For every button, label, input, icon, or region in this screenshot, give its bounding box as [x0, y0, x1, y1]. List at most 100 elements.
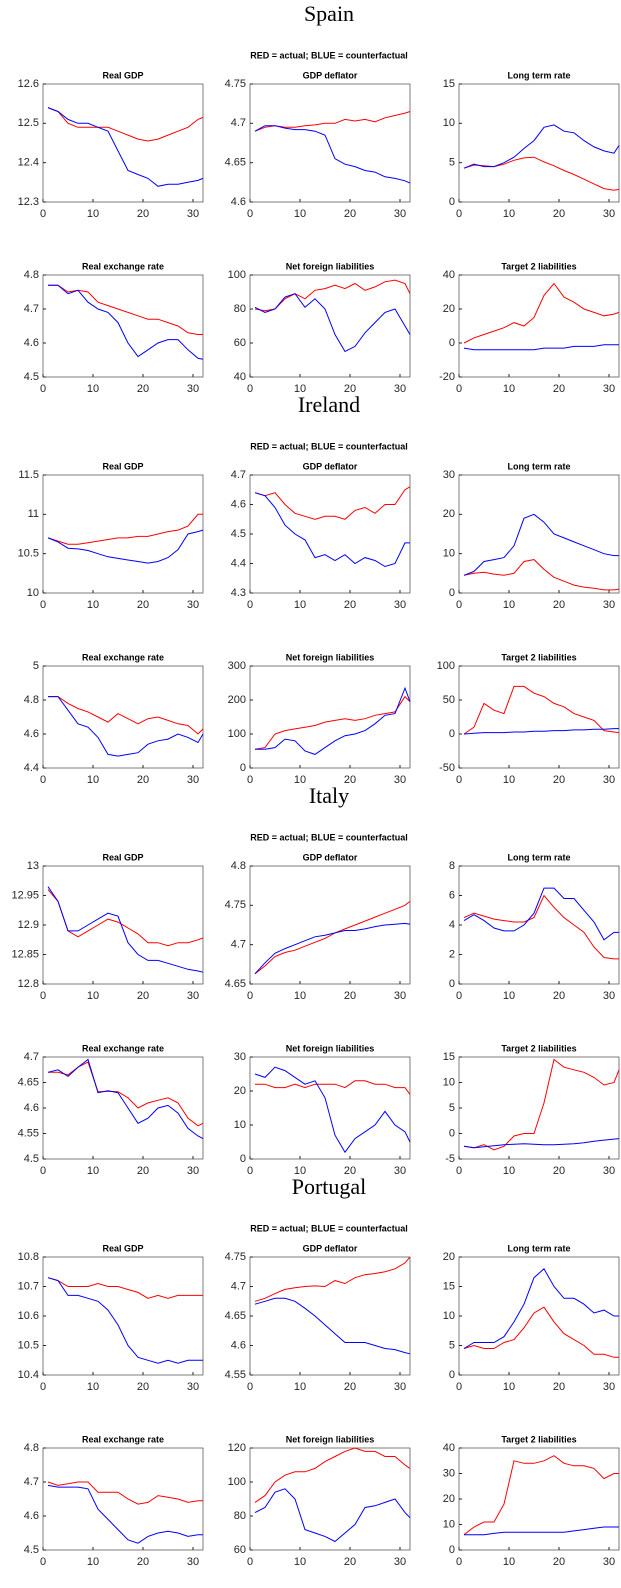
- x-tick-label: 10: [87, 383, 99, 395]
- x-tick-label: 30: [603, 1381, 615, 1393]
- y-tick-label: 0: [449, 1544, 455, 1556]
- x-tick-label: 30: [603, 208, 615, 220]
- series-line: [47, 889, 204, 947]
- y-tick-label: 2: [449, 948, 455, 960]
- x-tick-label: 30: [603, 990, 615, 1002]
- x-tick-label: 20: [344, 990, 356, 1002]
- y-tick-label: 4.8: [24, 1442, 39, 1454]
- x-tick-label: 30: [187, 599, 199, 611]
- panel-title: Real GDP: [102, 852, 143, 862]
- y-tick-label: 0: [240, 1153, 246, 1165]
- y-tick-label: 0: [449, 196, 455, 208]
- x-tick-label: 30: [187, 208, 199, 220]
- y-tick-label: 60: [234, 1544, 246, 1556]
- section-title: Ireland: [298, 392, 360, 417]
- x-tick-label: 20: [137, 208, 149, 220]
- y-tick-label: 10: [27, 587, 39, 599]
- series-line: [48, 696, 204, 735]
- panel-title: Real exchange rate: [82, 652, 164, 662]
- series-line: [254, 1066, 411, 1154]
- x-tick-label: 20: [344, 383, 356, 395]
- x-tick-label: 20: [137, 599, 149, 611]
- section-title: Portugal: [292, 1174, 367, 1199]
- y-tick-label: 4.65: [18, 1076, 39, 1088]
- x-tick-label: 0: [247, 383, 253, 395]
- panel-title: Long term rate: [507, 461, 570, 471]
- y-tick-label: 12.4: [18, 157, 39, 169]
- x-tick-label: 20: [553, 1381, 565, 1393]
- x-tick-label: 0: [247, 1556, 253, 1568]
- x-tick-label: 10: [503, 1556, 515, 1568]
- x-tick-label: 10: [503, 383, 515, 395]
- axes-box: [249, 274, 411, 378]
- axes-box: [249, 865, 411, 985]
- x-tick-label: 0: [247, 208, 253, 220]
- axes-box: [42, 1447, 204, 1551]
- x-tick-label: 0: [40, 208, 46, 220]
- x-tick-label: 20: [344, 1165, 356, 1177]
- x-tick-label: 20: [137, 990, 149, 1002]
- y-tick-label: 80: [234, 1510, 246, 1522]
- panel-title: GDP deflator: [303, 461, 358, 471]
- y-tick-label: 4.7: [231, 117, 246, 129]
- x-tick-label: 30: [603, 774, 615, 786]
- series-line: [254, 486, 411, 520]
- y-tick-label: 8: [449, 860, 455, 872]
- x-tick-label: 10: [87, 208, 99, 220]
- y-tick-label: 11.5: [18, 469, 39, 481]
- y-tick-label: 10: [443, 1310, 455, 1322]
- y-tick-label: 80: [234, 303, 246, 315]
- x-tick-label: 0: [456, 990, 462, 1002]
- x-tick-label: 0: [456, 774, 462, 786]
- x-tick-label: 30: [187, 1381, 199, 1393]
- series-line: [255, 1080, 411, 1095]
- y-tick-label: 0: [240, 762, 246, 774]
- legend-note: RED = actual; BLUE = counterfactual: [250, 1223, 408, 1233]
- y-tick-label: 4.65: [225, 1310, 246, 1322]
- series-line: [463, 728, 619, 735]
- y-tick-label: 4.75: [225, 78, 246, 90]
- panel-title: Long term rate: [507, 70, 570, 80]
- axes-box: [249, 665, 411, 769]
- y-tick-label: 6: [449, 889, 455, 901]
- y-tick-label: 0: [449, 728, 455, 740]
- axes-box: [458, 83, 620, 203]
- axes-box: [458, 474, 620, 594]
- x-tick-label: 10: [294, 383, 306, 395]
- x-tick-label: 30: [603, 1165, 615, 1177]
- axes-box: [42, 474, 204, 594]
- y-tick-label: 4.3: [231, 587, 246, 599]
- x-tick-label: 30: [187, 990, 199, 1002]
- x-tick-label: 10: [294, 990, 306, 1002]
- panel-title: Target 2 liabilities: [501, 261, 576, 271]
- x-tick-label: 10: [503, 774, 515, 786]
- x-tick-label: 10: [503, 208, 515, 220]
- x-tick-label: 20: [344, 599, 356, 611]
- y-tick-label: 4.6: [24, 728, 39, 740]
- x-tick-label: 0: [456, 383, 462, 395]
- y-tick-label: 120: [228, 1442, 246, 1454]
- y-tick-label: 4.8: [231, 860, 246, 872]
- y-tick-label: 4.5: [231, 528, 246, 540]
- x-tick-label: 0: [40, 383, 46, 395]
- panel-title: Real GDP: [102, 461, 143, 471]
- y-tick-label: 13: [27, 860, 39, 872]
- series-line: [254, 695, 411, 750]
- y-tick-label: 10: [443, 1076, 455, 1088]
- series-line: [48, 284, 204, 360]
- panel-title: Target 2 liabilities: [501, 652, 576, 662]
- y-tick-label: 0: [449, 337, 455, 349]
- y-tick-label: 60: [234, 337, 246, 349]
- x-tick-label: 0: [40, 1165, 46, 1177]
- series-line: [254, 293, 411, 353]
- x-tick-label: 30: [394, 208, 406, 220]
- y-tick-label: 10: [443, 548, 455, 560]
- x-tick-label: 30: [394, 1165, 406, 1177]
- x-tick-label: 0: [247, 599, 253, 611]
- y-tick-label: 4: [449, 919, 455, 931]
- y-tick-label: 100: [228, 1476, 246, 1488]
- x-tick-label: 0: [456, 1381, 462, 1393]
- axes-box: [458, 865, 620, 985]
- series-line: [463, 344, 619, 351]
